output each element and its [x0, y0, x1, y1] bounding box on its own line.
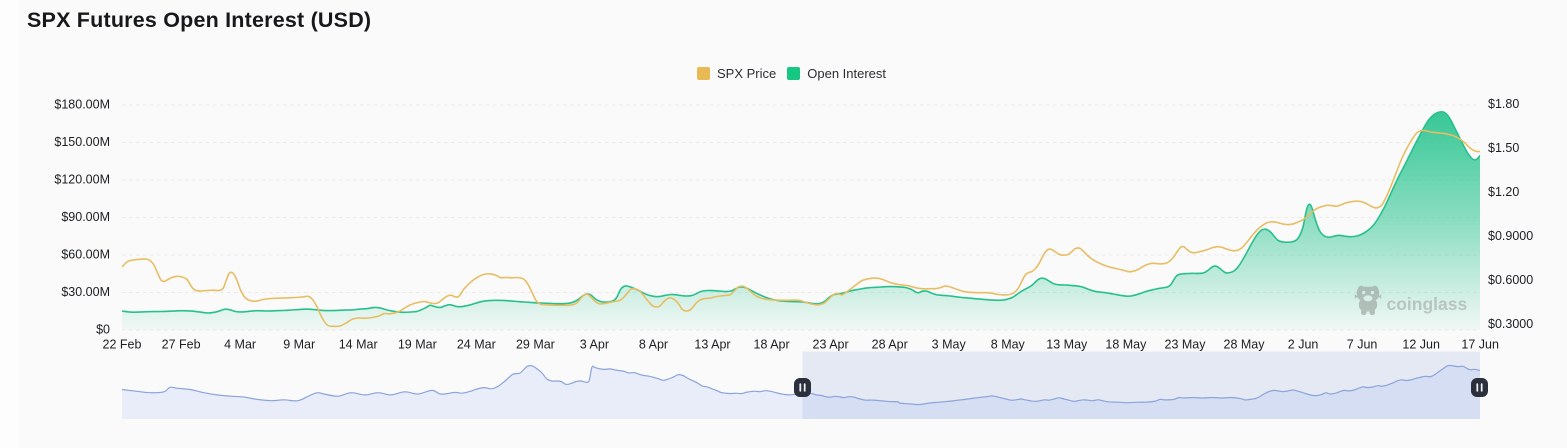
svg-text:8 May: 8 May [991, 338, 1026, 352]
svg-text:$1.50: $1.50 [1488, 141, 1519, 155]
svg-text:$0.3000: $0.3000 [1488, 317, 1533, 331]
svg-text:$90.00M: $90.00M [61, 210, 110, 224]
svg-text:18 May: 18 May [1105, 338, 1147, 352]
svg-text:13 Apr: 13 Apr [694, 338, 730, 352]
svg-text:3 Apr: 3 Apr [580, 338, 609, 352]
svg-text:18 Apr: 18 Apr [754, 338, 790, 352]
svg-text:$0.6000: $0.6000 [1488, 273, 1533, 287]
svg-text:29 Mar: 29 Mar [516, 338, 555, 352]
svg-text:7 Jun: 7 Jun [1347, 338, 1378, 352]
svg-text:12 Jun: 12 Jun [1402, 338, 1440, 352]
svg-text:$30.00M: $30.00M [61, 285, 110, 299]
svg-text:$0.9000: $0.9000 [1488, 229, 1533, 243]
svg-text:23 Apr: 23 Apr [813, 338, 849, 352]
svg-text:coinglass: coinglass [1387, 294, 1468, 314]
svg-text:2 Jun: 2 Jun [1288, 338, 1319, 352]
svg-text:$0: $0 [96, 323, 110, 337]
svg-text:24 Mar: 24 Mar [457, 338, 496, 352]
svg-text:23 May: 23 May [1165, 338, 1207, 352]
svg-text:28 Apr: 28 Apr [872, 338, 908, 352]
svg-text:22 Feb: 22 Feb [103, 338, 142, 352]
svg-text:$1.20: $1.20 [1488, 185, 1519, 199]
svg-text:9 Mar: 9 Mar [283, 338, 315, 352]
svg-text:8 Apr: 8 Apr [639, 338, 668, 352]
svg-text:$1.80: $1.80 [1488, 97, 1519, 111]
svg-text:19 Mar: 19 Mar [398, 338, 437, 352]
svg-text:27 Feb: 27 Feb [162, 338, 201, 352]
svg-text:3 May: 3 May [932, 338, 967, 352]
svg-text:$60.00M: $60.00M [61, 248, 110, 262]
svg-text:4 Mar: 4 Mar [224, 338, 256, 352]
svg-text:$180.00M: $180.00M [54, 98, 110, 112]
svg-text:13 May: 13 May [1046, 338, 1088, 352]
svg-text:17 Jun: 17 Jun [1461, 338, 1499, 352]
svg-text:$120.00M: $120.00M [54, 173, 110, 187]
svg-text:14 Mar: 14 Mar [339, 338, 378, 352]
svg-text:$150.00M: $150.00M [54, 135, 110, 149]
svg-text:28 May: 28 May [1224, 338, 1266, 352]
